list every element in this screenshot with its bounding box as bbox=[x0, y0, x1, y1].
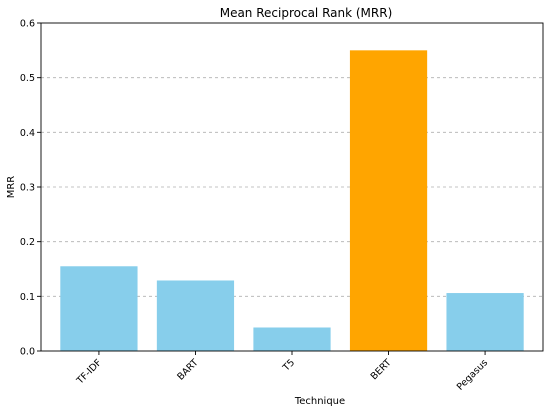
y-tick-label: 0.2 bbox=[20, 237, 35, 248]
bar-t5 bbox=[253, 327, 331, 351]
y-axis-ticks: 0.0 0.1 0.2 0.3 0.4 0.5 0.6 bbox=[20, 19, 41, 358]
y-tick-label: 0.5 bbox=[20, 73, 35, 84]
y-tick-label: 0.6 bbox=[20, 19, 35, 30]
x-axis-label: Technique bbox=[294, 396, 345, 407]
x-tick-label: Pegasus bbox=[455, 357, 490, 392]
y-axis-label: MRR bbox=[6, 176, 17, 199]
bars bbox=[60, 50, 524, 351]
x-axis-ticks: TF-IDF BART T5 BERT Pegasus bbox=[74, 351, 490, 393]
y-tick-label: 0.1 bbox=[20, 292, 35, 303]
x-tick-label: BERT bbox=[369, 357, 394, 382]
bar-bert bbox=[349, 50, 428, 351]
chart-title: Mean Reciprocal Rank (MRR) bbox=[220, 6, 393, 20]
gridlines bbox=[41, 77, 543, 297]
x-tick-label: BART bbox=[175, 357, 200, 382]
y-tick-label: 0.0 bbox=[20, 347, 35, 358]
x-tick-label: T5 bbox=[280, 357, 297, 374]
bar-bart bbox=[156, 280, 235, 351]
y-tick-label: 0.3 bbox=[20, 183, 35, 194]
x-tick-label: TF-IDF bbox=[74, 357, 104, 387]
y-tick-label: 0.4 bbox=[20, 128, 35, 139]
bar-tf-idf bbox=[60, 266, 138, 351]
bar-pegasus bbox=[446, 293, 524, 351]
